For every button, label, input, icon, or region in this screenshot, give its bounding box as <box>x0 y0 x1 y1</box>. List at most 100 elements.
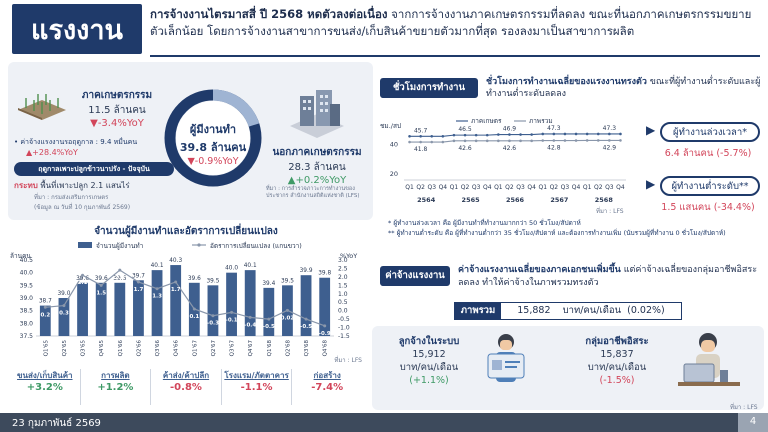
hours-point <box>430 140 434 144</box>
hours-point <box>419 140 422 144</box>
yoy-value-label: -0.3 <box>207 321 219 327</box>
agri-wage-label: • ค่าจ้างแรงงานรอฤดูกาล : 9.4 หมื่นคน <box>14 138 138 146</box>
hours-point <box>530 133 533 136</box>
crop-season-tag: ฤดูกาลเพาะปลูกข้าวนาปรัง - ปัจจุบัน <box>14 162 174 176</box>
employee-illustration <box>486 330 526 392</box>
hours-value-label: 41.8 <box>414 146 428 153</box>
hours-value-label: 42.9 <box>603 144 617 151</box>
hours-point <box>452 139 456 143</box>
laptop-worker-icon <box>678 333 740 386</box>
x-tick-label: Q3'66 <box>155 340 161 357</box>
employment-bar <box>151 270 163 336</box>
y-tick-label: 40.5 <box>20 257 34 264</box>
hours-quarter-label: Q2 <box>505 184 514 191</box>
building-icon <box>290 90 344 138</box>
yoy-value-label: 0.3 <box>59 311 69 317</box>
sector-name: การผลิต <box>101 371 130 380</box>
hours-point <box>463 139 467 143</box>
hours-value-label: 47.3 <box>547 125 561 132</box>
bar-value-label: 39.0 <box>57 291 70 297</box>
yoy-point <box>211 314 215 318</box>
overtime-arrow-icon: ▶ <box>646 123 656 137</box>
yoy-point <box>81 273 85 277</box>
y-axis-title: ล้านคน <box>10 252 31 260</box>
page-number: 4 <box>738 413 768 432</box>
yoy-value-label: -0.5 <box>263 324 275 330</box>
hours-y-tick-label: 40 <box>390 141 398 149</box>
triangle-up-icon: ▲ <box>26 148 33 157</box>
y-tick-label: 38.0 <box>20 320 34 327</box>
crop-impact-bold: กระทบ <box>14 181 38 190</box>
hours-value-label: 42.6 <box>503 145 517 152</box>
hours-point <box>519 139 522 143</box>
triangle-up-icon: ▲ <box>287 175 296 186</box>
donut-ring <box>164 89 262 187</box>
hours-quarter-label: Q4 <box>572 184 581 191</box>
yoy-point <box>285 308 289 312</box>
sector-name: ขนส่ง/เก็บสินค้า <box>17 371 73 380</box>
legend-bar-swatch <box>78 242 92 248</box>
hours-point <box>563 139 567 142</box>
employment-bar <box>133 280 144 336</box>
hours-quarter-label: Q1 <box>405 184 414 191</box>
nonagri-illustration <box>284 86 350 142</box>
sector-change: -0.8% <box>170 382 202 393</box>
x-tick-label: Q4'66 <box>174 340 180 357</box>
selfemployed-wage-change: (-1.5%) <box>599 375 635 386</box>
header-divider <box>150 55 760 57</box>
legend-bar-label: จำนวนผู้มีงานทำ <box>96 242 144 250</box>
freelancer-illustration <box>676 330 742 392</box>
hours-point <box>574 139 578 142</box>
x-tick-label: Q2'66 <box>136 340 142 357</box>
hours-quarter-label: Q3 <box>516 184 525 191</box>
y2-tick-label: -1.0 <box>338 325 350 332</box>
yoy-value-label: -0.9 <box>319 331 331 337</box>
bar-value-label: 39.6 <box>76 276 89 282</box>
yoy-point <box>248 315 252 319</box>
hours-quarter-label: Q1 <box>494 184 503 191</box>
legend-line-marker <box>197 243 201 247</box>
yoy-point <box>43 305 47 309</box>
y2-tick-label: 3.0 <box>338 257 348 264</box>
y2-tick-label: 2.5 <box>338 265 348 272</box>
hours-point <box>508 139 511 143</box>
x-tick-label: Q3'68 <box>304 340 310 357</box>
x-tick-label: Q4'65 <box>99 340 105 357</box>
yoy-value-label: 0.02 <box>281 315 295 321</box>
y2-tick-label: 1.5 <box>338 282 348 289</box>
wage-overall-box: ภาพรวม 15,882 บาท/คน/เดือน (0.02%) <box>454 302 682 320</box>
hours-chart: ชม./สป ภาคเกษตร ภาพรวม 20 40 45.7 46.5 46.9 47.3… <box>380 117 626 204</box>
bar-value-label: 39.8 <box>318 271 331 277</box>
y2-tick-label: -0.5 <box>338 316 350 323</box>
hours-point <box>608 132 611 136</box>
hours-point <box>497 133 500 136</box>
hours-point <box>485 133 489 137</box>
yoy-point <box>192 307 196 311</box>
wage-overall-label: ภาพรวม <box>455 303 501 319</box>
agri-wage-change: ▲+28.4%YoY <box>26 148 78 157</box>
employee-wage-block: ลูกจ้างในระบบ 15,912 บาท/คน/เดือน (+1.1%… <box>374 334 484 386</box>
hours-point <box>519 133 522 136</box>
agri-wage-row: • ค่าจ้างแรงงานรอฤดูกาล : 9.4 หมื่นคน ▲+… <box>14 137 174 157</box>
sector-name: โรงแรม/ภัตตาคาร <box>224 371 289 380</box>
hours-point <box>596 139 600 142</box>
bar-value-label: 39.5 <box>206 278 219 284</box>
bar-value-label: 40.3 <box>169 258 182 264</box>
bar-value-label: 40.1 <box>151 263 164 269</box>
hours-point <box>574 132 578 136</box>
hours-point <box>408 135 411 138</box>
sector-change: -7.4% <box>311 382 344 393</box>
agri-illustration <box>14 80 70 120</box>
page-logo: แรงงาน <box>12 4 142 54</box>
hours-quarter-label: Q1 <box>450 184 459 191</box>
hours-point <box>474 139 478 143</box>
selfemployed-wage-value: 15,837 <box>600 349 634 360</box>
sector-name: ก่อสร้าง <box>313 371 341 380</box>
hours-point <box>452 133 456 137</box>
y-tick-label: 40.0 <box>20 270 34 277</box>
hours-point <box>608 139 611 142</box>
y2-tick-label: 0.5 <box>338 299 348 306</box>
x-tick-label: Q2'68 <box>285 340 291 357</box>
hours-quarter-label: Q1 <box>583 184 592 191</box>
legend-line-label: อัตราการเปลี่ยนแปลง (แกนขวา) <box>210 241 302 250</box>
